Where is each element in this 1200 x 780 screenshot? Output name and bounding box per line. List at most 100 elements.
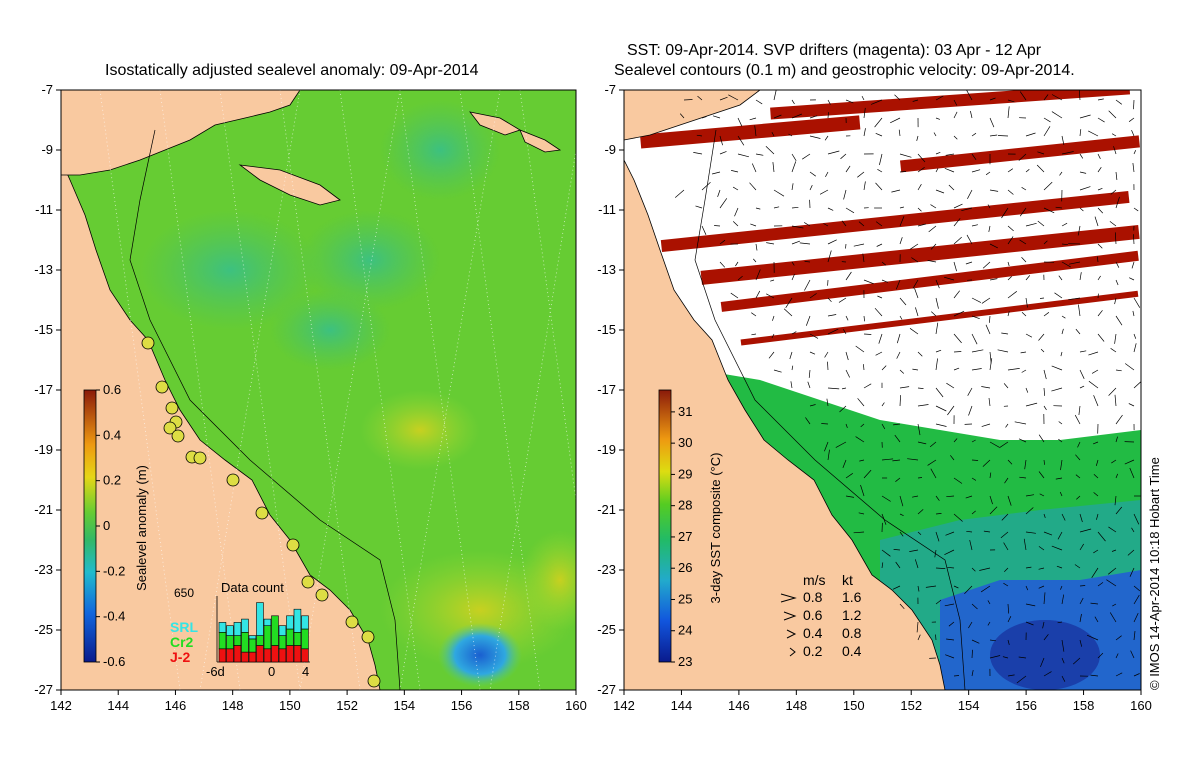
velocity-arrow — [909, 328, 919, 335]
velocity-arrow — [971, 639, 980, 644]
velocity-arrow — [950, 455, 955, 461]
velocity-arrow — [717, 189, 721, 198]
velocity-arrow — [899, 513, 904, 517]
velocity-arrow — [674, 189, 685, 198]
velocity-arrow — [853, 531, 865, 534]
velocity-arrow — [805, 417, 811, 425]
velocity-arrow — [989, 441, 1000, 448]
velocity-arrow — [892, 585, 901, 590]
velocity-arrow — [927, 459, 937, 466]
velocity-arrow — [1091, 567, 1099, 578]
velocity-arrow — [961, 207, 973, 212]
velocity-arrow — [988, 397, 991, 407]
velocity-arrow — [1007, 106, 1010, 119]
velocity-arrow — [899, 153, 912, 158]
speed-legend-ms: 0.4 — [803, 625, 823, 641]
velocity-arrow — [953, 236, 962, 245]
velocity-arrow — [1114, 495, 1117, 506]
velocity-arrow — [953, 99, 958, 106]
velocity-arrow — [1061, 675, 1066, 682]
velocity-arrow — [929, 441, 937, 448]
lon-tick-label: 152 — [336, 698, 358, 713]
velocity-arrow — [1097, 582, 1104, 587]
colorbar-tick-label: 0.4 — [103, 427, 121, 442]
velocity-arrow — [881, 423, 886, 430]
velocity-arrow — [1040, 348, 1045, 353]
velocity-arrow — [1025, 275, 1031, 281]
velocity-arrow — [1113, 146, 1117, 155]
velocity-arrow — [982, 459, 991, 467]
velocity-arrow — [1025, 494, 1035, 497]
velocity-arrow — [1097, 167, 1102, 173]
velocity-arrow — [1038, 434, 1045, 443]
velocity-arrow — [858, 512, 865, 515]
velocity-arrow — [1132, 162, 1135, 173]
velocity-arrow — [946, 638, 955, 641]
velocity-arrow — [945, 654, 955, 659]
velocity-arrow — [845, 243, 847, 249]
velocity-arrow — [1069, 261, 1081, 265]
tide-gauge-marker — [165, 401, 179, 415]
velocity-arrow — [878, 333, 883, 344]
velocity-arrow — [791, 153, 797, 161]
lon-tick-label: 148 — [785, 698, 807, 713]
lon-tick-label: 150 — [279, 698, 301, 713]
velocity-arrow — [1078, 304, 1081, 317]
velocity-arrow — [1079, 585, 1086, 587]
velocity-arrow — [1129, 467, 1135, 479]
velocity-arrow — [1025, 132, 1036, 137]
velocity-arrow — [1091, 369, 1099, 374]
track-line — [399, 90, 481, 690]
velocity-arrow — [1002, 656, 1009, 659]
velocity-arrow — [755, 153, 764, 156]
velocity-arrow — [917, 223, 926, 227]
velocity-arrow — [971, 315, 980, 320]
velocity-arrow — [1079, 171, 1087, 174]
velocity-arrow — [935, 531, 940, 542]
velocity-arrow — [928, 225, 937, 233]
velocity-arrow — [1074, 414, 1081, 425]
velocity-arrow — [971, 477, 977, 481]
velocity-arrow — [1043, 369, 1047, 380]
velocity-arrow — [948, 184, 955, 191]
velocity-arrow — [809, 404, 816, 407]
velocity-arrow — [1088, 380, 1099, 389]
velocity-arrow — [1079, 114, 1091, 119]
velocity-arrow — [1025, 222, 1037, 227]
velocity-arrow — [1043, 387, 1046, 396]
velocity-arrow — [1003, 383, 1009, 389]
velocity-arrow — [971, 169, 981, 173]
velocity-arrow — [1094, 216, 1099, 227]
velocity-arrow — [1090, 674, 1099, 677]
velocity-arrow — [1096, 256, 1099, 263]
velocity-arrow — [989, 495, 993, 505]
velocity-arrow — [1001, 332, 1009, 335]
velocity-arrow — [907, 458, 919, 461]
velocity-arrow — [899, 315, 903, 320]
velocity-arrow — [839, 405, 847, 413]
velocity-arrow — [1007, 99, 1015, 103]
velocity-arrow — [1007, 674, 1015, 677]
velocity-arrow — [968, 621, 973, 629]
velocity-arrow — [1025, 585, 1029, 591]
velocity-arrow — [1003, 542, 1009, 551]
velocity-arrow — [917, 351, 923, 357]
velocity-arrow — [1036, 164, 1045, 173]
velocity-arrow — [1059, 171, 1063, 176]
velocity-arrow — [827, 150, 840, 155]
velocity-arrow — [768, 351, 775, 359]
velocity-arrow — [790, 381, 793, 389]
velocity-arrow — [912, 495, 919, 498]
velocity-arrow — [863, 315, 865, 322]
velocity-arrow — [1025, 333, 1033, 338]
velocity-arrow — [719, 135, 723, 146]
velocity-arrow — [719, 239, 726, 245]
velocity-arrow — [1007, 495, 1012, 506]
velocity-arrow — [989, 117, 995, 128]
colorbar-tick-label: 27 — [678, 529, 692, 544]
velocity-arrow — [1097, 310, 1103, 317]
sst-flag-band — [740, 290, 1139, 346]
velocity-arrow — [863, 128, 866, 137]
speed-legend: m/s kt 0.8 1.6 0.6 1.2 0.4 0.8 0.2 0.4 — [780, 572, 862, 659]
velocity-arrow — [853, 243, 865, 247]
